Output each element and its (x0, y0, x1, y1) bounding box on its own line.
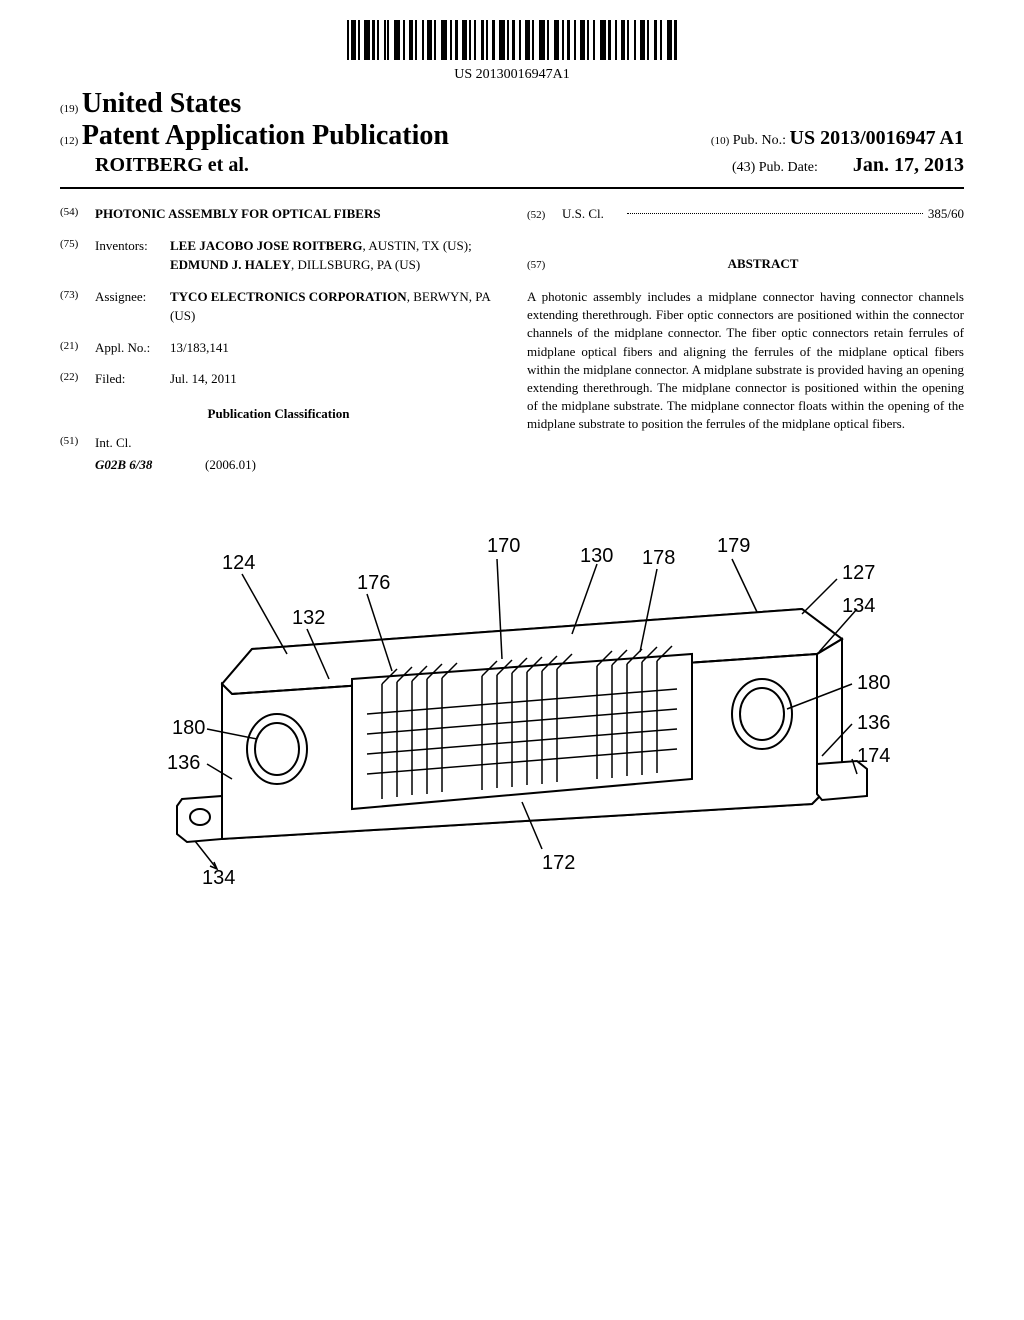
fig-label-179: 179 (717, 535, 750, 557)
pub-date-label: Pub. Date: (759, 160, 818, 175)
right-column: (52) U.S. Cl. 385/60 (57) ABSTRACT A pho… (527, 204, 964, 474)
fig-label-176: 176 (357, 572, 390, 594)
barcode-graphic (347, 20, 677, 60)
code-19: (19) (60, 103, 78, 115)
fig-label-180b: 180 (857, 672, 890, 694)
field-21-num: (21) (60, 338, 95, 358)
country-line: (19) United States (60, 88, 964, 120)
fig-label-130: 130 (580, 545, 613, 567)
assignee-content: TYCO ELECTRONICS CORPORATION, BERWYN, PA… (170, 287, 497, 326)
country-name: United States (82, 88, 241, 119)
pub-type-line: (12) Patent Application Publication (60, 120, 449, 152)
applno-content: 13/183,141 (170, 338, 497, 358)
fig-label-172: 172 (542, 852, 575, 874)
applno-label: Appl. No.: (95, 338, 170, 358)
field-75-num: (75) (60, 236, 95, 275)
barcode-number: US 20130016947A1 (60, 67, 964, 83)
author-names: ROITBERG et al. (60, 154, 249, 177)
pub-date-value: Jan. 17, 2013 (853, 154, 964, 176)
fig-label-127: 127 (842, 562, 875, 584)
field-22-num: (22) (60, 369, 95, 389)
abstract-heading: ABSTRACT (562, 254, 964, 274)
intcl-code: G02B 6/38 (95, 455, 205, 475)
code-10: (10) (711, 135, 729, 147)
filed-label: Filed: (95, 369, 170, 389)
field-52-num: (52) (527, 207, 562, 224)
intcl-year: (2006.01) (205, 455, 256, 475)
inventors-content: LEE JACOBO JOSE ROITBERG, AUSTIN, TX (US… (170, 236, 497, 275)
abstract-text: A photonic assembly includes a midplane … (527, 288, 964, 434)
field-73-num: (73) (60, 287, 95, 326)
fig-label-180a: 180 (172, 717, 205, 739)
fig-label-134b: 134 (202, 867, 235, 884)
field-51-num: (51) (60, 433, 95, 453)
fig-label-174: 174 (857, 745, 890, 767)
pub-number-line: (10) Pub. No.: US 2013/0016947 A1 (711, 127, 964, 150)
fig-label-134a: 134 (842, 595, 875, 617)
filed-content: Jul. 14, 2011 (170, 369, 497, 389)
pub-type: Patent Application Publication (82, 120, 449, 151)
field-57-num: (57) (527, 257, 562, 274)
pub-date-line: (43) Pub. Date: Jan. 17, 2013 (732, 154, 964, 177)
left-column: (54) PHOTONIC ASSEMBLY FOR OPTICAL FIBER… (60, 204, 497, 474)
intcl-label: Int. Cl. (95, 433, 131, 453)
pub-class-heading: Publication Classification (60, 404, 497, 424)
fig-label-136a: 136 (167, 752, 200, 774)
code-43: (43) (732, 160, 755, 175)
dotted-fill (627, 213, 923, 214)
fig-label-136b: 136 (857, 712, 890, 734)
header-divider (60, 187, 964, 189)
uscl-value: 385/60 (928, 204, 964, 224)
patent-figure: 124 132 176 170 130 178 179 127 134 180 … (60, 504, 964, 889)
fig-label-178: 178 (642, 547, 675, 569)
patent-title: PHOTONIC ASSEMBLY FOR OPTICAL FIBERS (95, 204, 381, 224)
uscl-label: U.S. Cl. (562, 204, 622, 224)
fig-label-132: 132 (292, 607, 325, 629)
fig-label-124: 124 (222, 552, 255, 574)
field-54-num: (54) (60, 204, 95, 224)
assignee-label: Assignee: (95, 287, 170, 326)
pub-no-value: US 2013/0016947 A1 (790, 127, 964, 149)
code-12: (12) (60, 135, 78, 147)
inventors-label: Inventors: (95, 236, 170, 275)
pub-no-label: Pub. No.: (733, 133, 786, 148)
header-section: (19) United States (12) Patent Applicati… (60, 88, 964, 177)
barcode-section: US 20130016947A1 (60, 20, 964, 83)
fig-label-170: 170 (487, 535, 520, 557)
